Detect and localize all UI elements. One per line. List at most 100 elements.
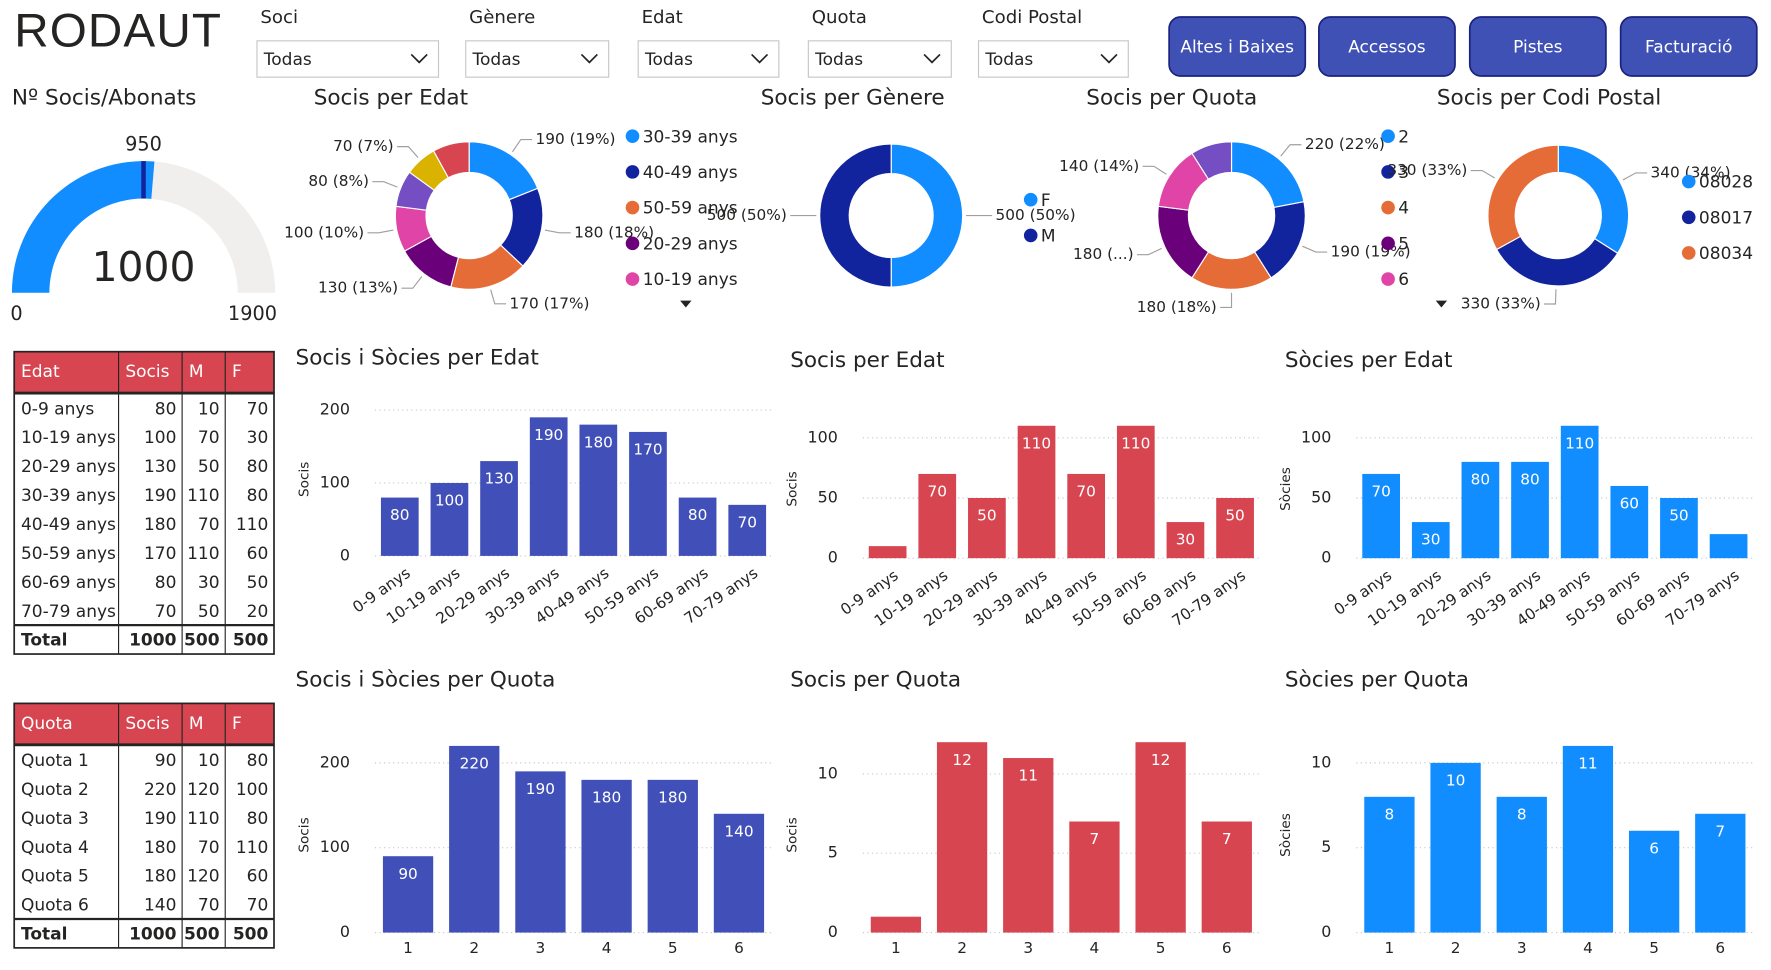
nav-button[interactable]: Facturació: [1619, 16, 1758, 77]
donut-slice: [819, 143, 892, 288]
data-label: 6: [1649, 839, 1659, 857]
dropdown-chevron: [923, 53, 941, 64]
legend-marker: [625, 236, 640, 251]
table-cell: 120: [187, 780, 219, 800]
table-border: [13, 744, 275, 949]
bar: [868, 546, 907, 559]
legend-marker: [625, 129, 640, 143]
legend-marker: [1381, 236, 1395, 251]
dropdown-value[interactable]: Todas: [814, 50, 863, 70]
button-bg[interactable]: [1468, 16, 1607, 77]
chart-title: Sòcies per Edat: [1285, 348, 1453, 373]
filter-label: Quota: [812, 7, 867, 28]
chart-title: Socis per Gènere: [761, 86, 945, 111]
x-tick-label: 3: [1023, 939, 1033, 957]
donut-slice: [1495, 235, 1619, 287]
legend-label: 08017: [1699, 208, 1753, 228]
bar: [1135, 742, 1186, 933]
y-tick-label: 0: [340, 545, 350, 564]
button-label[interactable]: Altes i Baixes: [1180, 38, 1294, 58]
data-label: 180: [658, 788, 687, 806]
table-cell: 190: [144, 809, 176, 829]
bar: [728, 504, 767, 556]
button-bg[interactable]: [1318, 16, 1456, 77]
data-label: 110: [1565, 434, 1594, 452]
y-axis-label: Socis: [297, 817, 313, 852]
data-label: 170 (17%): [510, 294, 590, 312]
filter-dropdown[interactable]: Todas: [465, 40, 610, 78]
table-header-cell: M: [189, 362, 204, 382]
table-cell: 80: [247, 486, 269, 506]
legend-marker: [1381, 165, 1395, 179]
filter-dropdown[interactable]: Todas: [977, 40, 1129, 78]
filter-dropdown[interactable]: Todas: [807, 40, 952, 78]
legend-marker: [625, 200, 640, 215]
x-tick-label: 2: [957, 939, 967, 957]
bar: [1461, 461, 1500, 559]
legend-label: M: [1041, 227, 1056, 247]
table-cell: 180: [144, 515, 176, 535]
table-cell: 70-79 anys: [21, 602, 116, 622]
y-tick-label: 200: [320, 752, 350, 771]
leader-line: [490, 289, 507, 305]
leader-line: [1137, 247, 1162, 256]
y-axis-label: Socis: [784, 817, 800, 852]
data-label: 10: [1446, 772, 1465, 790]
table-header-cell: M: [189, 714, 204, 734]
legend-marker: [625, 272, 640, 286]
y-tick-label: 200: [320, 400, 350, 419]
dropdown-value[interactable]: Todas: [472, 50, 521, 70]
data-label: 100: [435, 492, 464, 510]
table-cell: 110: [187, 544, 219, 564]
data-label: 80 (8%): [308, 172, 369, 190]
leader-line: [1302, 245, 1328, 253]
legend-more[interactable]: [1435, 300, 1448, 308]
nav-button[interactable]: Pistes: [1468, 16, 1607, 77]
data-label: 50: [1669, 507, 1688, 525]
leader-line: [1220, 292, 1233, 309]
legend-label: 10-19 anys: [643, 270, 738, 290]
table-cell: 180: [144, 867, 176, 887]
table-cell: 80: [155, 399, 177, 419]
table-cell: 140: [144, 896, 176, 916]
dropdown-value[interactable]: Todas: [644, 50, 693, 70]
button-bg[interactable]: [1168, 16, 1307, 77]
x-tick-label: 5: [1156, 939, 1166, 957]
filter-dropdown[interactable]: Todas: [637, 40, 780, 78]
table-cell: Quota 1: [21, 751, 89, 771]
button-label[interactable]: Accessos: [1348, 38, 1426, 58]
legend-more[interactable]: [680, 300, 692, 308]
data-label: 7: [1715, 822, 1725, 840]
dropdown-value[interactable]: Todas: [984, 50, 1033, 70]
legend-label: 40-49 anys: [643, 163, 738, 183]
button-bg[interactable]: [1619, 16, 1758, 77]
dropdown-box[interactable]: [256, 40, 440, 78]
table-cell: 60: [247, 544, 269, 564]
chart-title: Nº Socis/Abonats: [12, 86, 196, 111]
nav-button[interactable]: Accessos: [1318, 16, 1456, 77]
bar: [1709, 534, 1748, 559]
nav-button[interactable]: Altes i Baixes: [1168, 16, 1307, 77]
data-label: 7: [1090, 830, 1100, 848]
legend-label: 2: [1398, 127, 1409, 147]
y-axis-label: Sòcies: [1278, 467, 1294, 511]
data-label: 330 (33%): [1387, 161, 1467, 179]
data-label: 330 (33%): [1461, 295, 1541, 313]
table-cell: 70: [198, 838, 220, 858]
bar: [380, 497, 419, 556]
data-label: 110: [1022, 434, 1051, 452]
x-tick-label: 4: [1583, 939, 1593, 957]
table-cell: 30: [247, 428, 269, 448]
button-label[interactable]: Facturació: [1645, 38, 1732, 58]
data-label: 190: [534, 426, 563, 444]
button-label[interactable]: Pistes: [1513, 38, 1563, 58]
donut-slice: [468, 141, 539, 201]
data-label: 180: [584, 433, 613, 451]
dropdown-value[interactable]: Todas: [263, 50, 312, 70]
table-header-cell: F: [232, 714, 242, 734]
data-label: 110: [1121, 434, 1150, 452]
filter-dropdown[interactable]: Todas: [256, 40, 440, 78]
bar: [1562, 745, 1614, 933]
dropdown-box[interactable]: [977, 40, 1129, 78]
table-cell: 190: [144, 486, 176, 506]
